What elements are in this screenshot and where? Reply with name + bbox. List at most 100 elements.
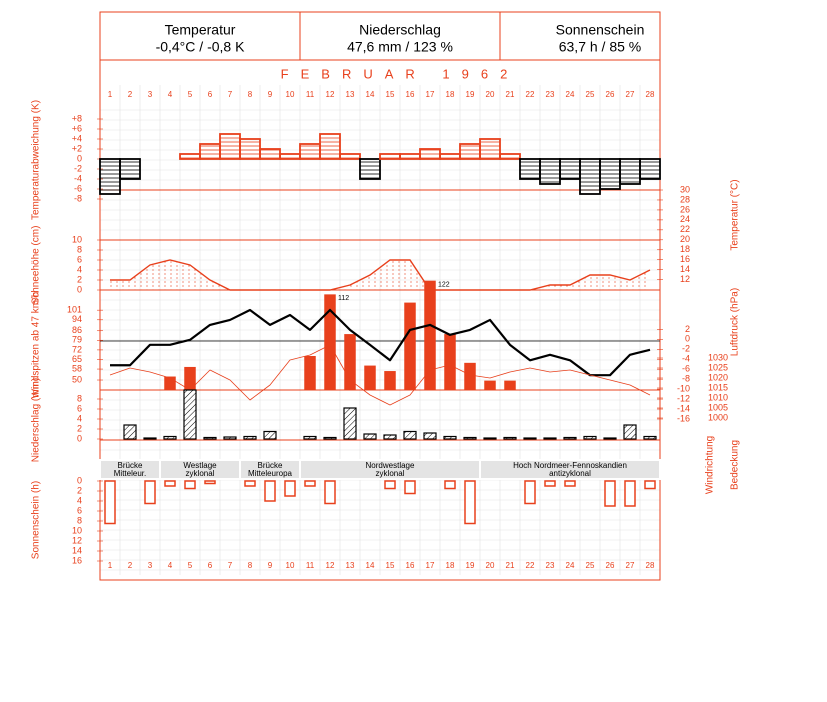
- axis-title: Niederschlag (mm): [31, 378, 42, 462]
- day-label: 8: [248, 90, 253, 99]
- precipitation-bar: [563, 436, 577, 440]
- bar: [164, 480, 176, 487]
- temperature-deviation: [639, 158, 661, 180]
- y-tick-label: -16: [677, 413, 690, 423]
- axis-title: Schneehöhe (cm): [31, 226, 42, 305]
- weather-type-label: Westlage: [183, 461, 217, 470]
- day-label: 17: [426, 561, 435, 570]
- bar: [404, 480, 416, 495]
- day-label: 21: [506, 561, 515, 570]
- day-label: 23: [546, 561, 555, 570]
- y-tick-label: +4: [72, 133, 82, 143]
- snow-area: [110, 260, 650, 290]
- day-label: 15: [386, 561, 395, 570]
- bar: [384, 371, 396, 391]
- day-label: 24: [566, 561, 575, 570]
- header-value: 47,6 mm / 123 %: [347, 39, 453, 55]
- temperature-deviation: [179, 153, 201, 160]
- precipitation-bar: [303, 435, 317, 440]
- day-label: 11: [306, 90, 315, 99]
- precipitation-bar: [523, 437, 537, 440]
- y-tick-label: 1010: [708, 392, 728, 402]
- snow-line: [110, 259, 651, 291]
- temperature-deviation: [619, 158, 641, 185]
- header-title: Niederschlag: [359, 22, 441, 38]
- bar: [464, 480, 476, 525]
- bar: [464, 362, 476, 391]
- y-tick-label: 72: [72, 344, 82, 354]
- day-label: 9: [268, 561, 273, 570]
- precipitation-bar: [403, 430, 417, 440]
- y-tick-label: 10: [72, 234, 82, 244]
- precipitation-bar: [603, 437, 617, 440]
- weather-type-label: Brücke: [258, 461, 283, 470]
- bar: [344, 334, 356, 391]
- temperature-deviation: [299, 143, 321, 160]
- temperature-deviation: [239, 138, 261, 160]
- precipitation-bar: [643, 435, 657, 440]
- temperature-deviation: [539, 158, 561, 185]
- axis-title: Sonnenschein (h): [31, 481, 42, 559]
- y-tick-label: 4: [77, 413, 82, 423]
- temperature-deviation: [499, 153, 521, 160]
- bar: [404, 302, 416, 391]
- precipitation-bar: [583, 435, 597, 440]
- day-label: 12: [326, 90, 335, 99]
- y-tick-label: 0: [77, 153, 82, 163]
- y-tick-label: 16: [680, 254, 690, 264]
- day-label: 26: [606, 90, 615, 99]
- day-label: 22: [526, 561, 535, 570]
- precipitation-bar: [143, 437, 157, 440]
- header-value: -0,4°C / -0,8 K: [156, 39, 246, 55]
- y-tick-label: 8: [77, 244, 82, 254]
- temperature-deviation: [319, 133, 341, 160]
- bar: [624, 480, 636, 507]
- precipitation-bar: [243, 435, 257, 440]
- precipitation-bar: [163, 435, 177, 440]
- y-tick-label: 12: [72, 535, 82, 545]
- day-label: 13: [346, 90, 355, 99]
- temperature-deviation: [219, 133, 241, 160]
- day-label: 18: [446, 90, 455, 99]
- temperature-deviation: [379, 153, 401, 160]
- day-label: 6: [208, 561, 213, 570]
- bar: [304, 355, 316, 391]
- y-tick-label: -10: [677, 384, 690, 394]
- bar: [184, 480, 196, 490]
- temperature-deviation: [339, 153, 361, 160]
- y-tick-label: +6: [72, 123, 82, 133]
- day-label: 27: [626, 561, 635, 570]
- temperature-deviation: [519, 158, 541, 180]
- day-label: 2: [128, 561, 133, 570]
- line: [109, 344, 651, 406]
- day-label: 10: [286, 561, 295, 570]
- y-tick-label: 1015: [708, 382, 728, 392]
- bar: [504, 380, 516, 391]
- day-label: 7: [228, 90, 233, 99]
- y-tick-label: 22: [680, 224, 690, 234]
- temperature-deviation: [199, 143, 221, 160]
- day-label: 18: [446, 561, 455, 570]
- y-tick-label: -8: [74, 193, 82, 203]
- y-tick-label: 1030: [708, 352, 728, 362]
- y-tick-label: 28: [680, 194, 690, 204]
- day-label: 16: [406, 90, 415, 99]
- header-title: Temperatur: [165, 22, 236, 38]
- weather-type-label: antizyklonal: [549, 469, 591, 478]
- day-label: 8: [248, 561, 253, 570]
- y-tick-label: 2: [77, 274, 82, 284]
- y-tick-label: 86: [72, 325, 82, 335]
- precipitation-bar: [183, 389, 197, 440]
- day-label: 14: [366, 561, 375, 570]
- y-tick-label: 79: [72, 335, 82, 345]
- day-label: 6: [208, 90, 213, 99]
- y-tick-label: 0: [77, 475, 82, 485]
- bar: [484, 380, 496, 391]
- bar: [244, 480, 256, 487]
- weather-type-label: Hoch Nordmeer-Fennoskandien: [513, 461, 627, 470]
- line: [110, 308, 651, 377]
- temperature-deviation: [579, 158, 601, 195]
- bar: [444, 480, 456, 490]
- header-value: 63,7 h / 85 %: [559, 39, 642, 55]
